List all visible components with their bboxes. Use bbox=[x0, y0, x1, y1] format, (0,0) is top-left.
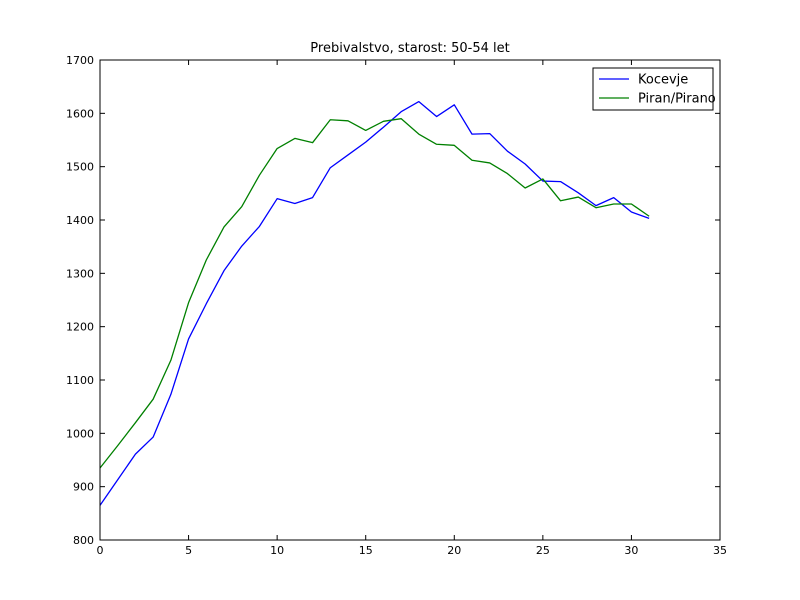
x-tick-label: 30 bbox=[624, 544, 638, 557]
chart-title: Prebivalstvo, starost: 50-54 let bbox=[310, 41, 509, 56]
y-tick-label: 900 bbox=[73, 481, 94, 494]
axes: 0 5 10 15 20 25 30 35 800 900 1000 1100 1200 1300 1400… bbox=[66, 54, 727, 557]
y-tick-label: 1700 bbox=[66, 54, 94, 67]
x-tick-label: 10 bbox=[270, 544, 284, 557]
legend: Kocevje Piran/Pirano bbox=[592, 67, 716, 111]
y-tick-label: 1400 bbox=[66, 214, 94, 227]
y-tick-label: 1000 bbox=[66, 427, 94, 440]
legend-label-2: Piran/Pirano bbox=[638, 92, 716, 107]
x-tick-label: 25 bbox=[536, 544, 550, 557]
x-tick-label: 35 bbox=[713, 544, 727, 557]
x-tick-label: 20 bbox=[447, 544, 461, 557]
y-tick-label: 1300 bbox=[66, 267, 94, 280]
x-tick-label: 5 bbox=[185, 544, 192, 557]
x-tick-label: 15 bbox=[359, 544, 373, 557]
series-line-2 bbox=[99, 118, 650, 469]
legend-label-1: Kocevje bbox=[638, 73, 688, 88]
legend-box bbox=[592, 67, 714, 111]
y-tick-label: 800 bbox=[73, 534, 94, 547]
series-line-1 bbox=[99, 100, 650, 506]
y-tick-label: 1600 bbox=[66, 107, 94, 120]
plot-area bbox=[99, 100, 650, 506]
y-tick-label: 1200 bbox=[66, 321, 94, 334]
x-tick-label: 0 bbox=[97, 544, 104, 557]
axes-frame bbox=[99, 59, 721, 541]
y-tick-label: 1500 bbox=[66, 161, 94, 174]
y-tick-label: 1100 bbox=[66, 374, 94, 387]
